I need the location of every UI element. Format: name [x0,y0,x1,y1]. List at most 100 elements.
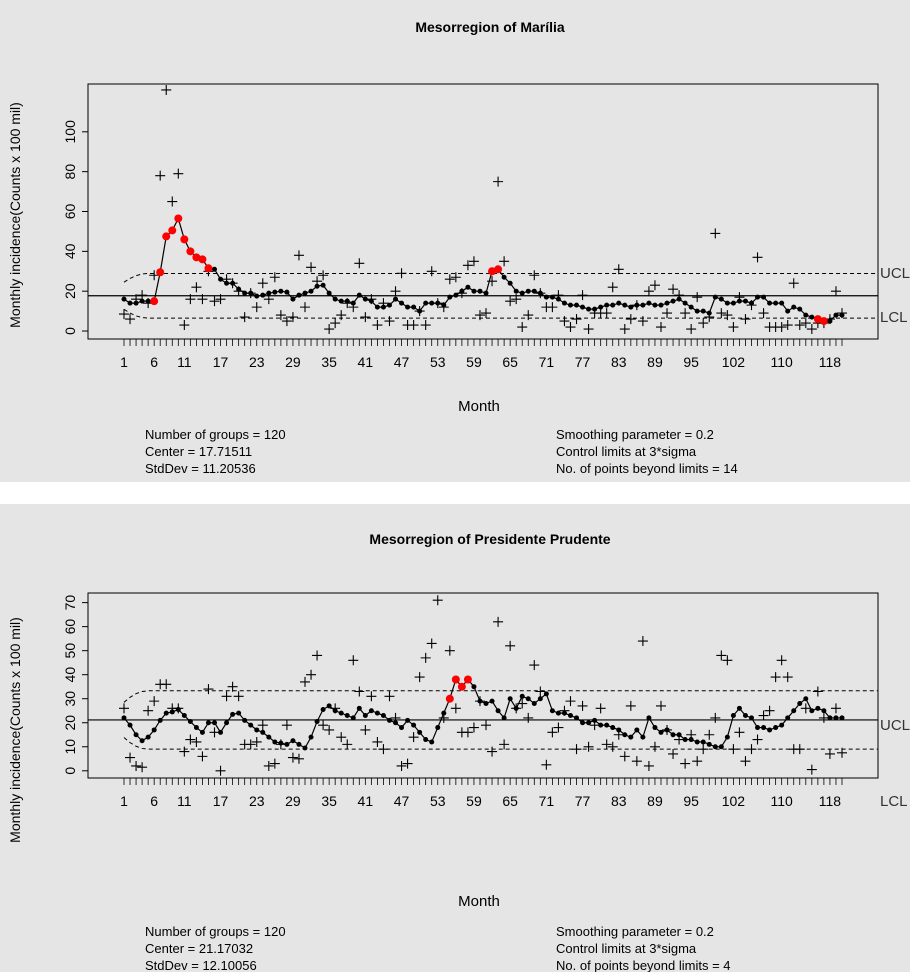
lcl-label: LCL [880,309,908,326]
ewma-point-beyond-limits [192,253,201,262]
observation-point [185,734,196,745]
observation-point [493,616,504,627]
observation-point [312,650,323,661]
observation-point [643,760,654,771]
plot-frame [87,592,879,779]
ewma-point [417,729,423,735]
observation-point [487,746,498,757]
ewma-point [580,720,586,726]
ewma-point [712,294,718,300]
observation-point [354,686,365,697]
observation-point [553,722,564,733]
observation-point [366,691,377,702]
observation-point [511,294,522,305]
observation-point [360,312,371,323]
observation-point [734,727,745,738]
x-tick-label: 110 [770,793,793,809]
observation-point [692,292,703,303]
ewma-point [356,292,362,298]
observation-point [221,691,232,702]
ewma-point [212,266,218,272]
ewma-point [809,708,815,714]
ewma-point [622,302,628,308]
ucl-line [123,272,878,283]
observation-point [523,712,534,723]
observation-point [396,268,407,279]
ewma-point [326,290,332,296]
x-tick-label: 29 [285,354,301,370]
observation-point [444,274,455,285]
ewma-point [145,734,151,740]
ewma-point [320,707,326,713]
ewma-point [610,725,616,731]
chart-presidente-prudente: Mesorregion of Presidente Prudente Month… [7,531,910,972]
observation-point [203,684,214,695]
observation-point [625,314,636,325]
ewma-point [362,713,368,719]
ewma-point [616,300,622,306]
observation-point [360,724,371,735]
ewma-point [393,720,399,726]
ewma-point [507,696,513,702]
observation-point [752,252,763,263]
ewma-point [429,739,435,745]
stat-beyond-limits: No. of points beyond limits = 14 [556,461,738,476]
ewma-point [561,710,567,716]
observation-point [529,660,540,671]
ewma-point [809,314,815,320]
ewma-point [839,715,845,721]
ewma-point [549,708,555,714]
ewma-point [399,300,405,306]
observation-point [269,758,280,769]
ewma-point [519,693,525,699]
observation-point [420,320,431,331]
observation-point [529,270,540,281]
ewma-point [664,300,670,306]
y-axis-label: Monthly incidence(Counts x 100 mil) [7,102,23,328]
ewma-point [761,725,767,731]
observation-point [559,316,570,327]
lcl-line [123,737,878,750]
x-tick-label: 47 [394,354,410,370]
ewma-point [561,300,567,306]
observation-point [450,703,461,714]
observation-point [372,736,383,747]
ewma-point [175,707,181,713]
observation-point [517,322,528,333]
observation-point [125,314,136,325]
observation-point [275,310,286,321]
ewma-point [718,296,724,302]
observation-point [269,272,280,283]
ewma-point [368,708,374,714]
x-tick-label: 83 [611,793,627,809]
observation-point [155,170,166,181]
observation-point [499,256,510,267]
ewma-point [477,288,483,294]
x-tick-label: 118 [819,354,842,370]
ewma-point [139,298,145,304]
ewma-point [218,729,224,735]
ewma-point [423,737,429,743]
ewma-point [441,710,447,716]
ewma-point [332,708,338,714]
ewma-point [767,727,773,733]
plot-frame [87,83,879,340]
ewma-points [121,675,845,751]
ewma-point [761,294,767,300]
observation-point [384,316,395,327]
ewma-point [748,715,754,721]
ewma-point [688,304,694,310]
ewma-point [694,739,700,745]
ewma-point [785,715,791,721]
observation-point [324,324,335,335]
ewma-point [658,729,664,735]
ewma-point [411,722,417,728]
x-tick-label: 77 [575,354,591,370]
y-axis: 0 20 40 60 80 100 [62,120,88,335]
ewma-point [157,717,163,723]
ewma-point [537,696,543,702]
ewma-point [163,710,169,716]
observations [119,84,847,335]
observation-point [444,645,455,656]
ewma-point [827,715,833,721]
